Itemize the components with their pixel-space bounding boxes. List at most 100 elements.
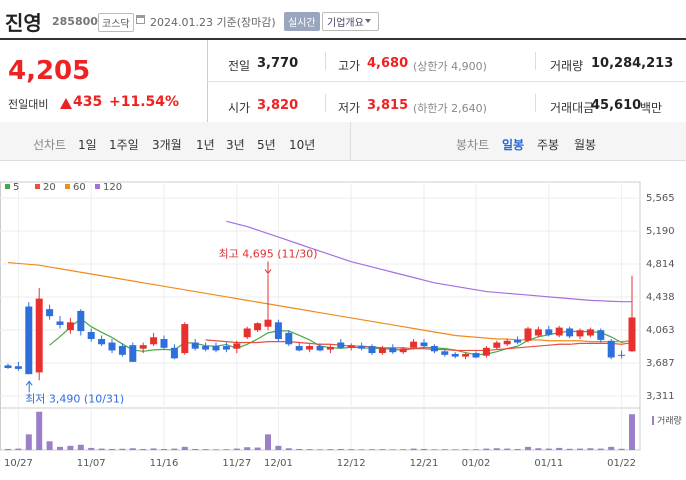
volume-bar [317,449,323,450]
candle-body [108,342,116,351]
period-tab[interactable]: 10년 [289,138,316,152]
candle-body [191,342,199,349]
volume-bar [379,449,386,450]
volume-bar [462,449,469,450]
y-tick-label: 4,063 [646,325,675,336]
stat-value: 3,770 [257,56,299,71]
stock-name: 진영 [5,11,42,35]
candle-body [420,342,428,347]
volume-bar [618,448,625,450]
interval-tab[interactable]: 일봉 [502,138,525,152]
tab-label: 선차트 [33,138,67,152]
divider [350,122,351,160]
stock-code: 285800 [52,15,98,28]
period-tab[interactable]: 1일 [78,138,97,152]
candle-body [493,342,501,348]
volume-bar [150,448,157,450]
y-tick-label: 4,814 [646,259,675,270]
volume-bar [129,448,136,450]
period-tab[interactable]: 5년 [257,138,276,152]
volume-bar [15,448,22,450]
date: 2024.01.23 기준(장마감) [150,16,276,29]
candle-body [482,347,490,356]
legend-swatch [65,184,70,189]
stat-unit: 백만 [640,101,663,115]
company-button[interactable]: 기업개요 [322,12,379,31]
y-tick-label: 3,687 [646,358,675,369]
x-tick-label: 11/07 [77,458,106,469]
period-tab[interactable]: 1주일 [109,138,139,152]
volume-bar [265,434,271,450]
volume-bar [161,448,167,450]
candle-body [212,346,220,351]
volume-bar [5,448,11,450]
candle-body [87,331,95,340]
x-tick-label: 12/01 [264,458,293,469]
candle-body [98,339,106,345]
stat-label: 거래대금 [550,101,595,115]
stat-value: 3,815 [367,98,409,113]
change-label: 전일대비 [8,98,49,111]
interval-tab[interactable]: 월봉 [574,138,597,152]
period-tab[interactable]: 1년 [196,138,215,152]
y-tick-label: 5,190 [646,226,675,237]
volume-bar [514,448,521,450]
candle-body [46,309,54,317]
candle-body [441,351,449,355]
low-annotation: 최저 3,490 (10/31) [25,392,124,405]
candle-body [514,339,522,343]
volume-bar [275,445,282,450]
candle-body [66,322,74,331]
candle-body [170,347,178,359]
volume-bar [431,449,438,450]
candle-body [337,342,345,348]
candle-body [607,340,615,358]
volume-bar [140,448,147,450]
interval-tab[interactable]: 주봉 [537,138,560,152]
candle-body [399,348,407,353]
candle-body [576,330,584,337]
candle-body [628,317,636,352]
price: 4,205 [8,56,91,86]
volume-bar [597,448,604,450]
candle-body [472,353,480,358]
x-tick-label: 11/27 [222,458,251,469]
ma-line [226,220,632,303]
realtime-button[interactable]: 실시간 [284,12,320,31]
candle-body [389,347,397,353]
candle-body [233,343,241,349]
volume-bar [181,446,188,450]
period-tab[interactable]: 3년 [226,138,245,152]
stat-note: (하한가 2,640) [413,102,487,115]
x-tick-label: 12/12 [337,458,366,469]
market-tag: 코스닥 [98,13,134,32]
volume-bar [98,448,105,450]
legend-swatch [95,184,100,189]
candle-body [150,337,158,345]
stat-label: 저가 [338,101,361,115]
candle-body [545,329,553,335]
divider [325,52,326,70]
candle-chart: 3,311 3,687 4,063 4,438 4,814 5,190 5,565 10/27… [0,181,682,469]
volume-bar [545,448,552,450]
volume-bar [587,448,594,450]
volume-bar [171,448,178,450]
y-tick-label: 5,565 [646,193,675,204]
volume-bar [296,448,303,450]
period-tab[interactable]: 3개월 [152,138,182,152]
candle-body [430,346,438,352]
change: 435 [73,94,103,110]
volume-bar [67,445,74,450]
volume-bar [493,448,500,450]
x-tick-label: 11/16 [150,458,179,469]
volume-bar [358,449,365,450]
candle-body [222,346,230,350]
volume-bar [369,449,375,450]
x-tick-label: 01/02 [462,458,491,469]
candle-body [347,345,355,348]
candle-body [451,353,459,357]
change-pct: +11.54% [109,94,180,110]
volume-bar [504,448,511,450]
volume-bar [202,449,209,450]
